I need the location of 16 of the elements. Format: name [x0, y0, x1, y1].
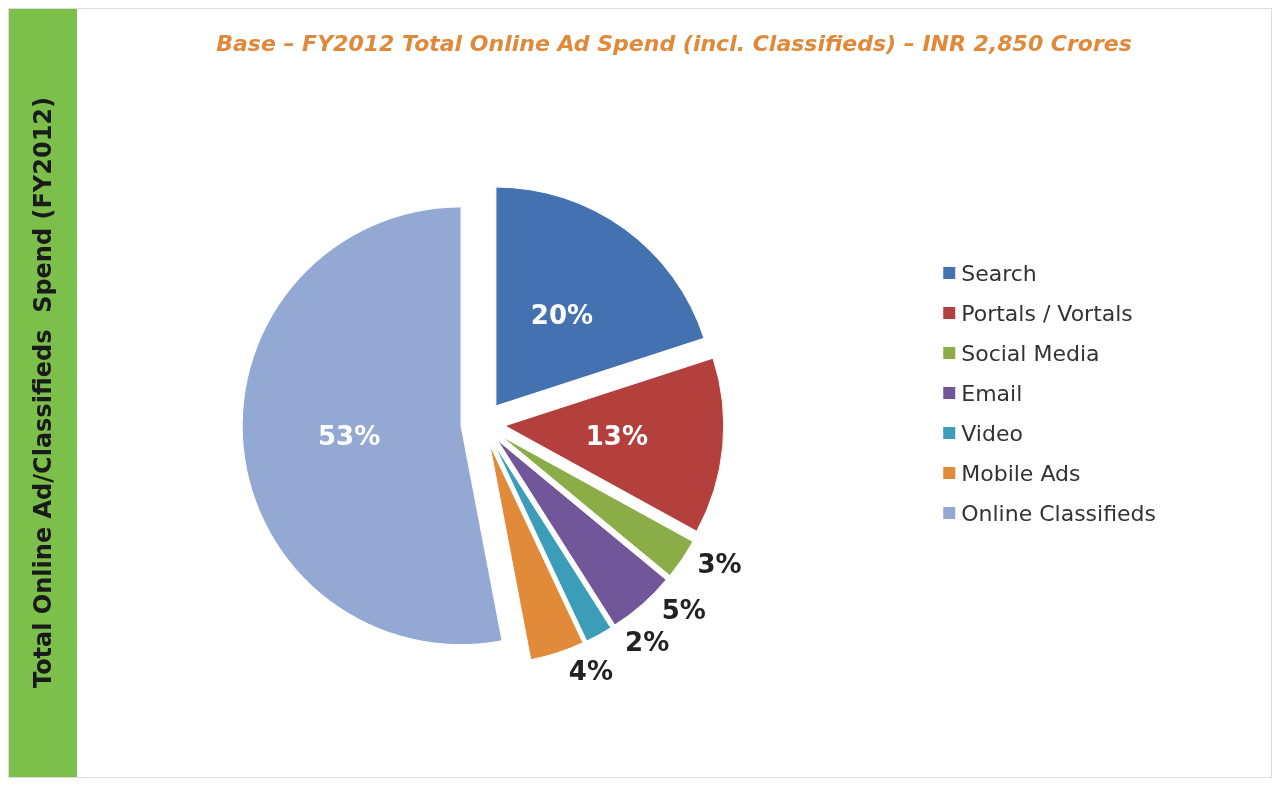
data-label: 53%: [318, 421, 381, 452]
legend-label: Portals / Vortals: [961, 300, 1133, 326]
legend-label: Search: [961, 260, 1037, 286]
data-label: 4%: [568, 656, 614, 687]
data-label: 3%: [697, 548, 742, 579]
chart-title: Base – FY2012 Total Online Ad Spend (incl. Classifieds) – INR 2,850 Crores: [216, 30, 1132, 56]
legend-label: Video: [961, 420, 1023, 446]
legend-label: Email: [961, 380, 1023, 406]
text: Total Online Ad/Classifieds Spend (FY2012): [29, 97, 57, 689]
data-label: 2%: [625, 626, 670, 657]
data-label: 5%: [661, 595, 706, 626]
data-label: 13%: [585, 421, 648, 452]
data-label: 20%: [530, 299, 594, 330]
legend-label: Mobile Ads: [961, 460, 1081, 486]
legend-label: Online Classifieds: [961, 500, 1157, 526]
legend-label: Social Media: [961, 340, 1100, 366]
